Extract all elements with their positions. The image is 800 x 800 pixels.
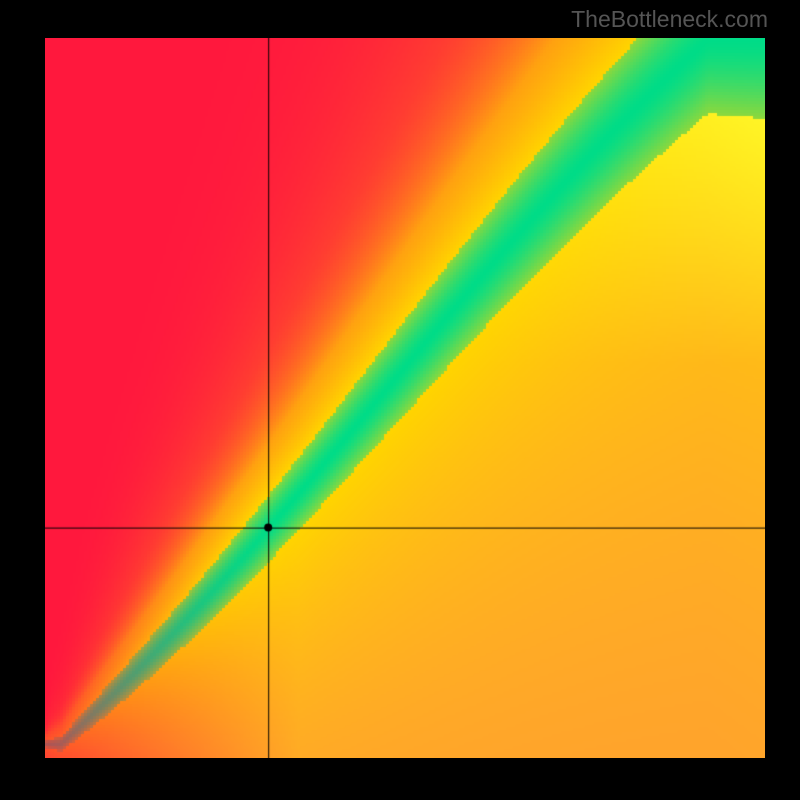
chart-container: TheBottleneck.com bbox=[0, 0, 800, 800]
heatmap-canvas bbox=[45, 38, 765, 758]
attribution-label: TheBottleneck.com bbox=[571, 6, 768, 33]
heatmap-plot bbox=[45, 38, 765, 758]
